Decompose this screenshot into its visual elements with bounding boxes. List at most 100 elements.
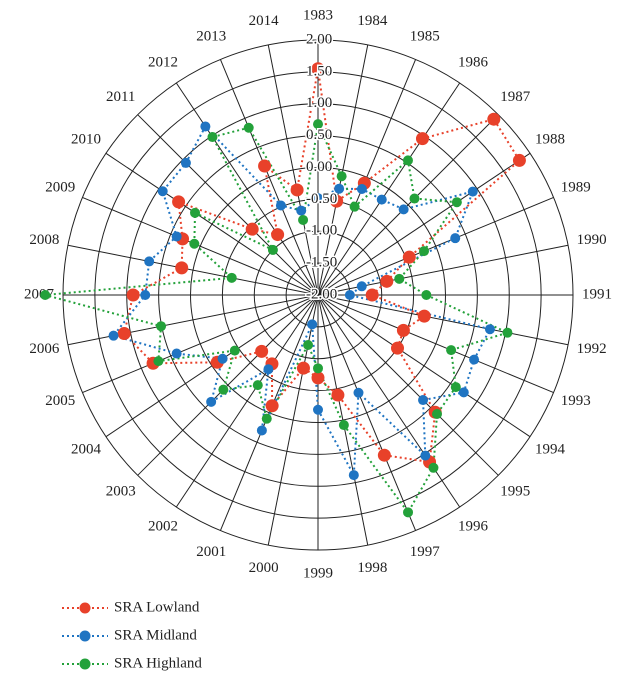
point bbox=[417, 309, 431, 323]
point bbox=[258, 159, 272, 173]
point bbox=[419, 246, 430, 257]
category-label: 1989 bbox=[561, 180, 591, 196]
spoke bbox=[175, 294, 319, 508]
point bbox=[334, 183, 345, 194]
point bbox=[356, 183, 367, 194]
point bbox=[275, 200, 286, 211]
r-tick-label: 2.00 bbox=[306, 31, 332, 47]
point bbox=[175, 261, 189, 275]
category-label: 2004 bbox=[71, 441, 102, 457]
point bbox=[353, 387, 364, 398]
point bbox=[303, 340, 314, 351]
point bbox=[450, 382, 461, 393]
point bbox=[263, 364, 274, 375]
legend-label: SRA Midland bbox=[114, 627, 197, 643]
point bbox=[338, 420, 349, 431]
point bbox=[502, 327, 513, 338]
category-label: 2013 bbox=[196, 29, 226, 45]
category-label: 1997 bbox=[410, 544, 441, 560]
point bbox=[200, 121, 211, 132]
point bbox=[451, 197, 462, 208]
point bbox=[218, 384, 229, 395]
point bbox=[243, 122, 254, 133]
category-label: 2003 bbox=[106, 484, 136, 500]
point bbox=[421, 290, 432, 300]
category-label: 2000 bbox=[249, 560, 279, 576]
category-label: 2001 bbox=[196, 544, 226, 560]
r-tick-label: -2.00 bbox=[306, 286, 337, 302]
point bbox=[307, 319, 318, 330]
point bbox=[144, 256, 155, 267]
spoke bbox=[317, 196, 554, 296]
point bbox=[311, 371, 325, 385]
point bbox=[458, 387, 469, 398]
category-label: 2014 bbox=[249, 13, 280, 29]
point bbox=[267, 244, 278, 255]
r-tick-label: -0.50 bbox=[306, 191, 337, 207]
point bbox=[171, 231, 182, 242]
point bbox=[402, 155, 413, 166]
point bbox=[484, 324, 495, 335]
r-tick-label: 1.50 bbox=[306, 63, 332, 79]
category-label: 1998 bbox=[357, 560, 387, 576]
point bbox=[467, 186, 478, 197]
category-label: 1995 bbox=[500, 484, 530, 500]
category-label: 2010 bbox=[71, 131, 101, 147]
point bbox=[356, 281, 367, 292]
point bbox=[398, 204, 409, 215]
point bbox=[207, 132, 218, 143]
point bbox=[450, 233, 461, 244]
point bbox=[403, 507, 414, 518]
category-label: 1996 bbox=[458, 518, 489, 534]
category-label: 1984 bbox=[357, 13, 388, 29]
category-label: 1991 bbox=[582, 286, 612, 302]
point bbox=[255, 344, 269, 358]
category-label: 1988 bbox=[535, 131, 565, 147]
legend-marker bbox=[79, 602, 91, 614]
spoke bbox=[317, 114, 499, 296]
point bbox=[469, 354, 480, 365]
category-label: 1987 bbox=[500, 89, 531, 105]
point bbox=[296, 205, 307, 216]
spoke bbox=[137, 294, 319, 476]
point bbox=[402, 250, 416, 264]
spoke bbox=[317, 294, 417, 531]
category-label: 1985 bbox=[410, 29, 440, 45]
point bbox=[180, 157, 191, 168]
spoke bbox=[67, 244, 319, 296]
point bbox=[344, 290, 355, 300]
point bbox=[418, 395, 429, 406]
category-label: 2006 bbox=[29, 341, 60, 357]
spoke bbox=[175, 82, 319, 296]
point bbox=[313, 193, 323, 204]
spoke bbox=[219, 59, 319, 296]
point bbox=[226, 272, 237, 283]
point bbox=[313, 119, 323, 130]
point bbox=[252, 380, 263, 391]
category-label: 2009 bbox=[45, 180, 75, 196]
series-line bbox=[111, 124, 492, 479]
category-label: 2005 bbox=[45, 393, 75, 409]
point bbox=[391, 341, 405, 355]
legend-label: SRA Lowland bbox=[114, 599, 200, 615]
point bbox=[336, 171, 347, 182]
category-label: 1994 bbox=[535, 441, 566, 457]
point bbox=[380, 274, 394, 288]
point bbox=[156, 321, 167, 332]
spoke bbox=[137, 114, 319, 296]
r-tick-label: -1.50 bbox=[306, 255, 337, 271]
point bbox=[330, 194, 344, 208]
category-label: 2012 bbox=[148, 54, 178, 70]
point bbox=[415, 132, 429, 146]
spoke bbox=[317, 294, 569, 346]
point bbox=[140, 290, 151, 300]
category-label: 1999 bbox=[303, 565, 333, 581]
spoke bbox=[317, 294, 369, 546]
point bbox=[153, 356, 164, 367]
point bbox=[365, 288, 379, 302]
point bbox=[126, 288, 140, 302]
point bbox=[117, 327, 131, 341]
spoke bbox=[317, 152, 531, 296]
point bbox=[171, 348, 182, 359]
